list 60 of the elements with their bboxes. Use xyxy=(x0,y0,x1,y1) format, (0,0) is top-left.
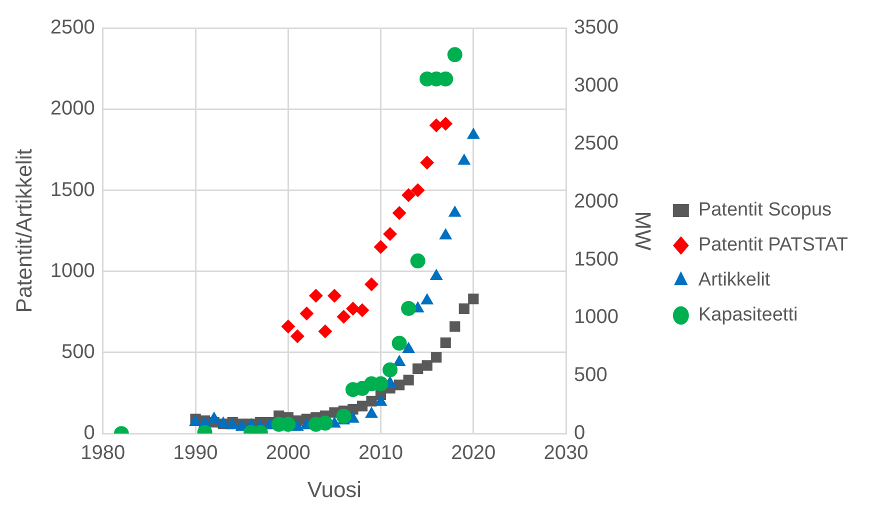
point xyxy=(290,329,304,344)
point xyxy=(364,277,379,292)
point xyxy=(281,320,296,334)
y2-tick-label: 2000 xyxy=(574,190,619,212)
y2-tick-label: 3500 xyxy=(574,16,619,39)
point xyxy=(374,240,388,254)
y-tick-label: 0 xyxy=(84,422,95,444)
point xyxy=(447,47,462,62)
point xyxy=(346,302,360,316)
legend-label: Patentit Scopus xyxy=(698,200,832,221)
point xyxy=(383,227,398,242)
point xyxy=(318,324,332,338)
point xyxy=(355,303,370,318)
point xyxy=(401,300,416,316)
point xyxy=(336,408,352,424)
point xyxy=(422,360,432,371)
y-tick-label: 2500 xyxy=(50,16,95,39)
y2-tick-label: 1500 xyxy=(574,248,619,270)
point xyxy=(440,337,451,348)
point xyxy=(403,374,414,386)
point xyxy=(402,188,416,202)
point xyxy=(410,253,426,268)
point xyxy=(308,288,323,303)
point xyxy=(458,303,470,314)
point xyxy=(392,206,406,220)
point xyxy=(420,156,434,170)
point xyxy=(318,416,333,431)
point xyxy=(382,362,398,378)
y2-tick-label: 2500 xyxy=(574,132,619,154)
y2-tick-label: 500 xyxy=(574,364,608,386)
x-tick-label: 2010 xyxy=(358,442,404,464)
x-axis-title: Vuosi xyxy=(307,476,362,502)
point xyxy=(468,294,479,304)
point xyxy=(412,363,424,374)
y-axis-title: Patentit/Artikkelit xyxy=(11,148,36,313)
x-tick-label: 1980 xyxy=(80,442,126,464)
legend-label: Artikkelit xyxy=(698,270,771,291)
x-tick-label: 2020 xyxy=(451,442,496,464)
y-tick-label: 2000 xyxy=(50,98,95,120)
point xyxy=(450,321,460,332)
point xyxy=(336,310,351,324)
point xyxy=(410,183,425,198)
point xyxy=(431,352,442,363)
y2-tick-label: 0 xyxy=(574,422,586,444)
y2-tick-label: 3000 xyxy=(574,74,619,96)
y-tick-label: 500 xyxy=(62,340,95,363)
y2-axis-title: MW xyxy=(630,211,656,251)
legend-label: Patentit PATSTAT xyxy=(698,234,848,256)
y-tick-label: 1500 xyxy=(50,178,95,201)
point xyxy=(438,116,453,131)
point xyxy=(392,336,407,351)
y-tick-label: 1000 xyxy=(50,260,95,282)
point xyxy=(356,400,368,412)
point xyxy=(327,288,342,303)
legend-label: Kapasiteetti xyxy=(698,304,798,326)
x-tick-label: 1990 xyxy=(173,442,218,464)
point xyxy=(300,306,314,321)
x-tick-label: 2030 xyxy=(544,442,588,464)
x-tick-label: 2000 xyxy=(266,442,310,464)
y2-tick-label: 1000 xyxy=(574,306,619,328)
